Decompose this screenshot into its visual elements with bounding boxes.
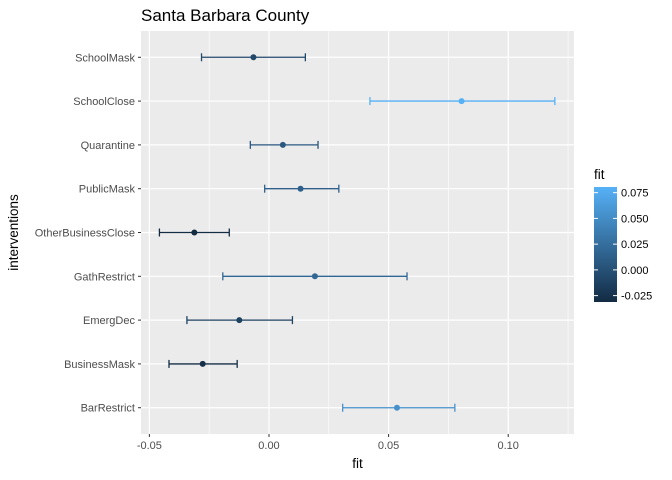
data-marks	[158, 53, 556, 412]
point-barrestrict	[393, 404, 400, 411]
errorbar-schoolclose	[369, 97, 556, 106]
legend-tick-label: 0.000	[621, 265, 649, 277]
errorbar-businessmask	[168, 359, 238, 368]
errorbar-gathrestrict	[222, 272, 408, 281]
errorbar-otherbusinessclose	[158, 228, 230, 237]
x-tick-label: 0.10	[498, 440, 519, 452]
errorbar-barrestrict	[342, 403, 456, 412]
errorbar-quarantine	[249, 140, 319, 149]
legend-tick-label: 0.075	[621, 188, 649, 200]
point-schoolmask	[250, 54, 257, 61]
point-businessmask	[199, 360, 206, 367]
x-tick-label: 0.05	[378, 440, 399, 452]
y-tick-label: SchoolClose	[73, 96, 135, 108]
x-axis-title: fit	[352, 456, 363, 471]
legend-colorbar	[594, 187, 617, 302]
legend-tick-label: 0.050	[621, 213, 649, 225]
y-tick-label: BusinessMask	[64, 359, 135, 371]
x-tick-labels: -0.05 0.00 0.05 0.10	[137, 434, 519, 452]
legend-title: fit	[594, 167, 605, 182]
y-tick-label: Quarantine	[81, 140, 135, 152]
point-otherbusinessclose	[191, 229, 198, 236]
y-tick-label: PublicMask	[79, 184, 136, 196]
y-tick-labels: SchoolMask SchoolClose Quarantine PublicMas…	[35, 52, 141, 415]
errorbar-publicmask	[264, 184, 340, 193]
legend-tick-label: 0.025	[621, 239, 649, 251]
legend-tick-label: -0.025	[621, 291, 652, 303]
y-axis-title: interventions	[6, 194, 21, 271]
point-emergdec	[236, 317, 243, 324]
chart-title: Santa Barbara County	[141, 6, 310, 25]
y-tick-label: BarRestrict	[81, 403, 135, 415]
errorbar-schoolmask	[200, 53, 306, 62]
point-publicmask	[297, 185, 304, 192]
x-tick-label: -0.05	[137, 440, 162, 452]
errorbar-emergdec	[186, 316, 294, 325]
y-tick-label: EmergDec	[83, 315, 135, 327]
point-quarantine	[279, 141, 286, 148]
point-schoolclose	[458, 98, 465, 105]
x-tick-label: 0.00	[258, 440, 279, 452]
color-legend: fit 0.075 0.050 0.025 0.000 -0.025	[594, 167, 652, 303]
y-tick-label: GathRestrict	[74, 271, 135, 283]
y-tick-label: SchoolMask	[75, 52, 135, 64]
legend-ticks: 0.075 0.050 0.025 0.000 -0.025	[594, 188, 652, 303]
point-gathrestrict	[311, 273, 318, 280]
y-tick-label: OtherBusinessClose	[35, 228, 135, 240]
